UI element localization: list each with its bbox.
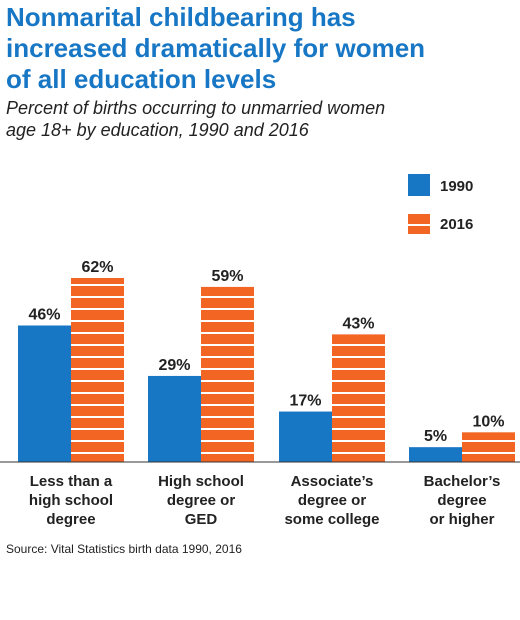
category-label-4: Bachelor’s degree or higher <box>424 473 501 528</box>
bar-1990-2 <box>148 375 201 462</box>
bar-1990-1 <box>18 325 71 462</box>
value-label-1990-2: 29% <box>158 357 190 374</box>
bar-2016-3 <box>332 334 385 462</box>
chart-title: Nonmarital childbearing has increased dr… <box>6 2 516 95</box>
bar-2016-1 <box>71 278 124 462</box>
value-label-1990-4: 5% <box>424 428 447 445</box>
subtitle-line: Percent of births occurring to unmarried… <box>6 98 386 118</box>
subtitle-line: age 18+ by education, 1990 and 2016 <box>6 120 309 140</box>
legend-label-2016: 2016 <box>440 216 473 233</box>
title-line: Nonmarital childbearing has <box>6 2 356 32</box>
category-label-3: Associate’s degree or some college <box>284 473 379 528</box>
title-line: of all education levels <box>6 64 277 94</box>
category-label-1: Less than a high school degree <box>29 473 113 528</box>
bar-1990-4 <box>409 447 462 462</box>
bar-2016-4 <box>462 432 515 462</box>
legend-label-1990: 1990 <box>440 178 473 195</box>
chart-subtitle: Percent of births occurring to unmarried… <box>6 97 516 141</box>
value-label-2016-2: 59% <box>211 268 243 285</box>
bar-2016-2 <box>201 286 254 462</box>
value-label-1990-1: 46% <box>28 306 60 323</box>
legend-swatch-2016 <box>408 212 430 234</box>
value-label-1990-3: 17% <box>289 393 321 410</box>
bar-1990-3 <box>279 411 332 462</box>
category-label-2: High school degree or GED <box>158 473 244 528</box>
source-note: Source: Vital Statistics birth data 1990… <box>6 542 242 556</box>
value-label-2016-3: 43% <box>342 315 374 332</box>
value-label-2016-4: 10% <box>472 413 504 430</box>
legend-swatch-1990 <box>408 174 430 196</box>
value-label-2016-1: 62% <box>81 259 113 276</box>
title-line: increased dramatically for women <box>6 33 426 63</box>
